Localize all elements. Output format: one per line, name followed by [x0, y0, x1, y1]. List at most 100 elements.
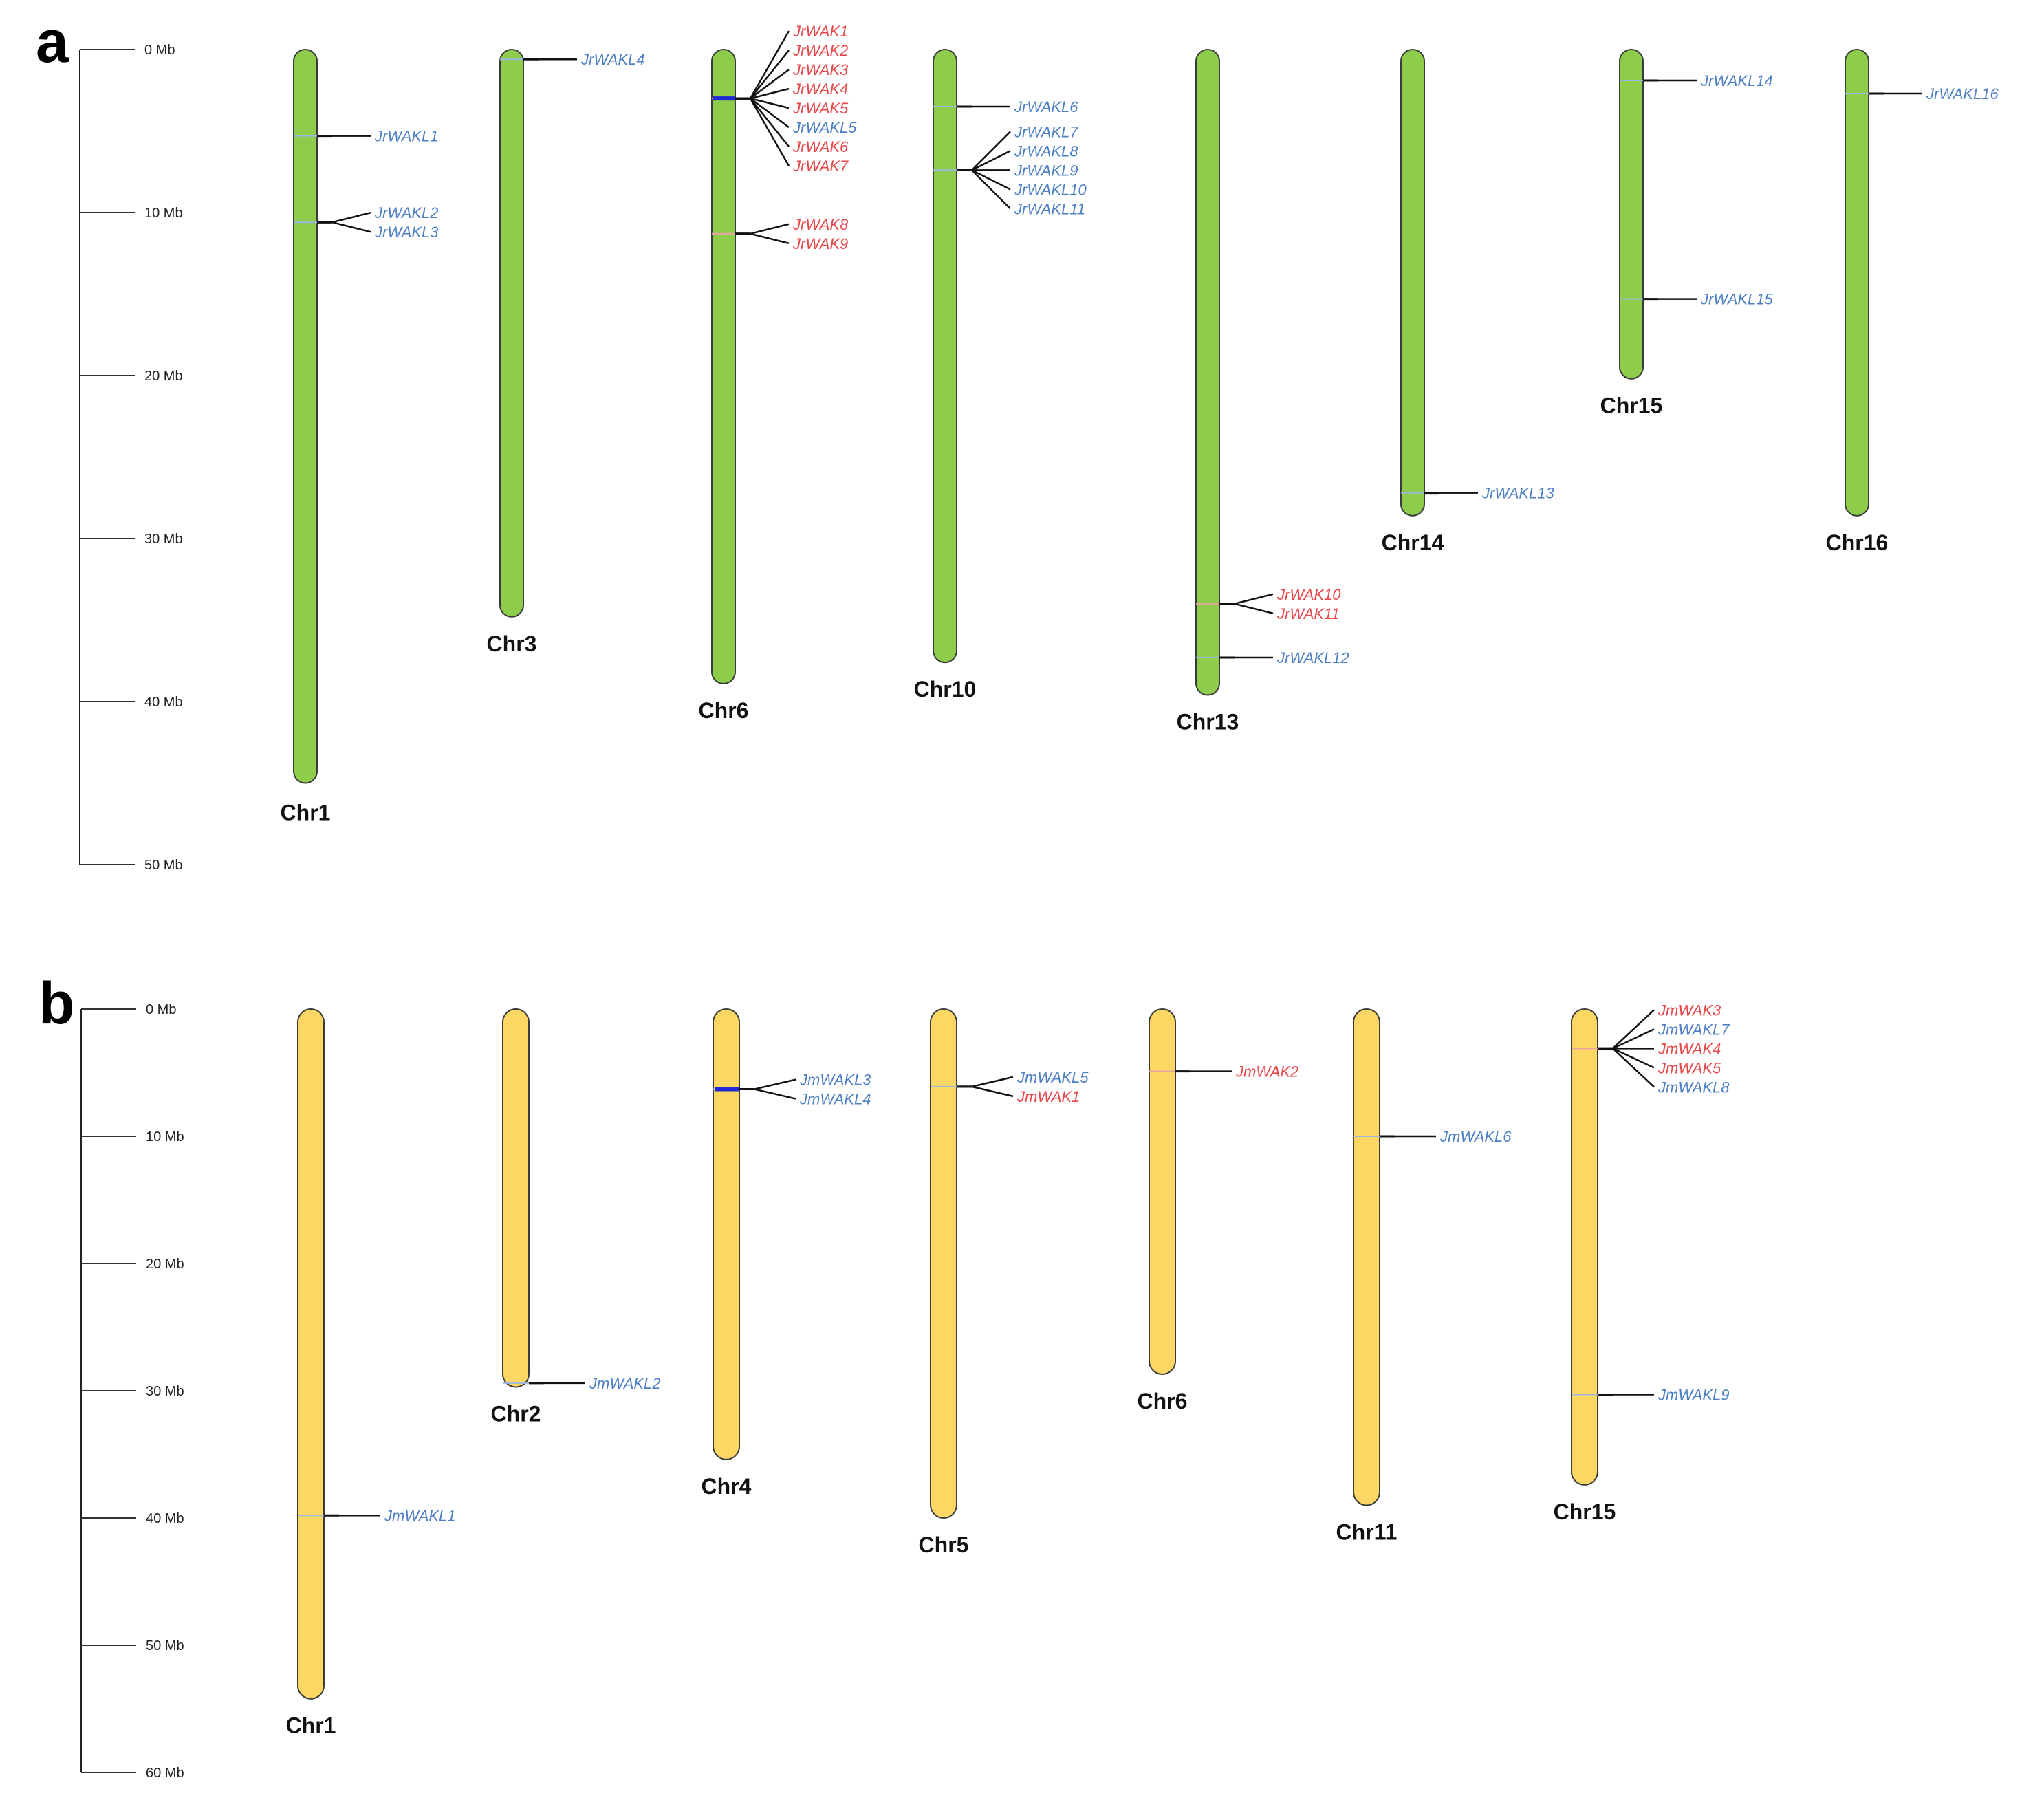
scale-axis: 0 Mb 10 Mb 20 Mb 30 Mb 40 Mb 50 Mb — [79, 43, 183, 873]
gene-leader-line — [1612, 1009, 1655, 1050]
chromosome-bar — [711, 49, 736, 684]
gene-leader-line — [754, 1078, 796, 1090]
gene-leader-line — [1612, 1048, 1655, 1069]
gene-label-jrwakl5: JrWAKL5 — [792, 119, 857, 136]
scale-axis: 0 Mb 10 Mb 20 Mb 30 Mb 40 Mb 50 Mb 60 Mb — [80, 1002, 184, 1781]
gene-label-jrwak8: JrWAK8 — [792, 216, 849, 233]
chromosome-chr6: Chr6 JrWAK1 JrWAK2 JrWAK3 JrWAK4 JrWAK5 JrWAKL… — [699, 23, 858, 723]
gene-leader-line — [750, 223, 790, 235]
gene-leader-line — [1612, 1028, 1655, 1050]
gene-label-jrwakl9: JrWAKL9 — [1014, 162, 1078, 179]
gene-label-jrwakl14: JrWAKL14 — [1700, 72, 1773, 89]
chromosome-chr2: Chr2 JmWAKL2 — [491, 1008, 661, 1426]
gene-label-jrwak7: JrWAK7 — [792, 158, 849, 175]
scale-tick-label: 50 Mb — [146, 1638, 184, 1653]
gene-leader-line — [1612, 1048, 1655, 1088]
gene-leader-line — [971, 169, 1011, 210]
gene-label-jrwakl12: JrWAKL12 — [1276, 649, 1349, 666]
chromosome-label: Chr5 — [919, 1532, 969, 1557]
chromosome-label: Chr16 — [1826, 530, 1889, 555]
chromosome-label: Chr2 — [491, 1401, 541, 1426]
gene-label-jmwak4: JmWAK4 — [1657, 1040, 1721, 1057]
chromosome-label: Chr11 — [1336, 1520, 1398, 1545]
panel-b: b 0 Mb 10 Mb 20 Mb 30 Mb 40 Mb 50 Mb 60 Mb Chr1… — [39, 971, 1730, 1781]
gene-label-jrwakl10: JrWAKL10 — [1014, 181, 1087, 198]
chromosome-bar — [933, 49, 957, 664]
gene-label-jrwakl15: JrWAKL15 — [1700, 291, 1774, 308]
gene-label-jrwakl3: JrWAKL3 — [374, 224, 439, 241]
chromosome-bar — [1195, 49, 1220, 696]
gene-label-jmwakl8: JmWAKL8 — [1657, 1078, 1730, 1096]
gene-label-jmwakl1: JmWAKL1 — [384, 1507, 456, 1524]
gene-leader-line — [1234, 593, 1274, 605]
scale-tick-label: 20 Mb — [144, 369, 183, 384]
chromosome-chr13: Chr13 JrWAK10 JrWAK11 JrWAKL12 — [1177, 49, 1349, 735]
chromosome-label: Chr4 — [702, 1474, 752, 1499]
chromosome-label: Chr1 — [281, 801, 331, 825]
chromosome-bar — [1845, 49, 1869, 517]
chromosome-bar — [297, 1008, 325, 1700]
scale-tick-label: 50 Mb — [144, 858, 183, 873]
panel-b-letter: b — [39, 971, 75, 1037]
gene-label-jrwakl11: JrWAKL11 — [1014, 200, 1085, 217]
gene-leader-line — [971, 131, 1011, 171]
gene-leader-line — [750, 69, 790, 100]
chromosome-label: Chr6 — [699, 698, 749, 723]
gene-leader-line — [331, 221, 371, 233]
chromosome-label: Chr6 — [1138, 1389, 1188, 1413]
chromosome-chr10: Chr10 JrWAKL6 JrWAKL7 JrWAKL8 JrWAKL9 JrWAKL1… — [914, 49, 1087, 702]
chromosome-bar — [1353, 1008, 1380, 1506]
gene-label-jrwak11: JrWAK11 — [1276, 605, 1340, 622]
scale-tick-label: 10 Mb — [146, 1129, 184, 1145]
scale-tick-label: 40 Mb — [146, 1511, 184, 1526]
chromosome-chr5: Chr5 JmWAKL5 JmWAK1 — [919, 1008, 1089, 1557]
panel-a: a 0 Mb 10 Mb 20 Mb 30 Mb 40 Mb 50 Mb Chr1 JrWAK… — [36, 9, 1999, 873]
gene-label-jrwak1: JrWAK1 — [792, 23, 848, 40]
chromosome-bar — [1149, 1008, 1176, 1375]
chromosome-bar — [1571, 1008, 1598, 1486]
gene-leader-line — [750, 50, 790, 99]
gene-label-jmwak5: JmWAK5 — [1657, 1059, 1721, 1076]
chromosome-bar — [1400, 49, 1425, 517]
gene-leader-line — [749, 98, 790, 166]
scale-tick-label: 30 Mb — [146, 1384, 184, 1399]
gene-label-jmwakl7: JmWAKL7 — [1657, 1021, 1730, 1038]
chromosome-label: Chr14 — [1382, 530, 1444, 555]
gene-leader-line — [754, 1088, 796, 1100]
gene-label-jmwak2: JmWAK2 — [1235, 1063, 1298, 1081]
gene-label-jmwak1: JmWAK1 — [1016, 1088, 1080, 1105]
scale-tick-label: 10 Mb — [144, 206, 183, 221]
gene-leader-line — [750, 97, 790, 109]
scale-tick-label: 40 Mb — [144, 695, 183, 710]
chromosome-chr16: Chr16 JrWAKL16 — [1826, 49, 1999, 555]
gene-leader-line — [971, 169, 1011, 191]
gene-label-jrwakl1: JrWAKL1 — [374, 128, 439, 145]
chromosome-chr1: Chr1 JmWAKL1 — [286, 1008, 456, 1738]
gene-label-jrwak4: JrWAK4 — [792, 80, 848, 98]
chromosome-chr11: Chr11 JmWAKL6 — [1336, 1008, 1512, 1545]
gene-leader-line — [1234, 603, 1274, 615]
gene-leader-line — [750, 98, 790, 147]
chromosome-label: Chr1 — [286, 1713, 336, 1738]
chromosome-chr14: Chr14 JrWAKL13 — [1382, 49, 1555, 555]
gene-label-jrwakl8: JrWAKL8 — [1014, 142, 1078, 160]
gene-label-jrwakl6: JrWAKL6 — [1014, 98, 1078, 116]
gene-label-jrwakl4: JrWAKL4 — [580, 51, 645, 68]
gene-label-jmwakl9: JmWAKL9 — [1657, 1387, 1730, 1404]
gene-leader-line — [750, 232, 790, 245]
chromosome-bar — [713, 1008, 740, 1460]
chromosome-label: Chr15 — [1600, 393, 1663, 418]
chromosome-label: Chr15 — [1554, 1499, 1616, 1524]
chromosome-chr3: Chr3 JrWAKL4 — [487, 49, 645, 656]
gene-leader-line — [971, 150, 1011, 171]
gene-label-jrwakl2: JrWAKL2 — [374, 204, 439, 221]
gene-label-jrwakl13: JrWAKL13 — [1481, 485, 1555, 502]
scale-tick-label: 20 Mb — [146, 1257, 184, 1272]
gene-leader-line — [749, 30, 790, 99]
scale-tick-label: 0 Mb — [144, 43, 175, 58]
gene-label-jmwak3: JmWAK3 — [1657, 1001, 1721, 1019]
chromosome-chr15: Chr15 JmWAK3 JmWAKL7 JmWAK4 JmWAK5 JmWAKL8 JmW… — [1554, 1001, 1730, 1524]
chromosome-bar — [1619, 49, 1644, 380]
